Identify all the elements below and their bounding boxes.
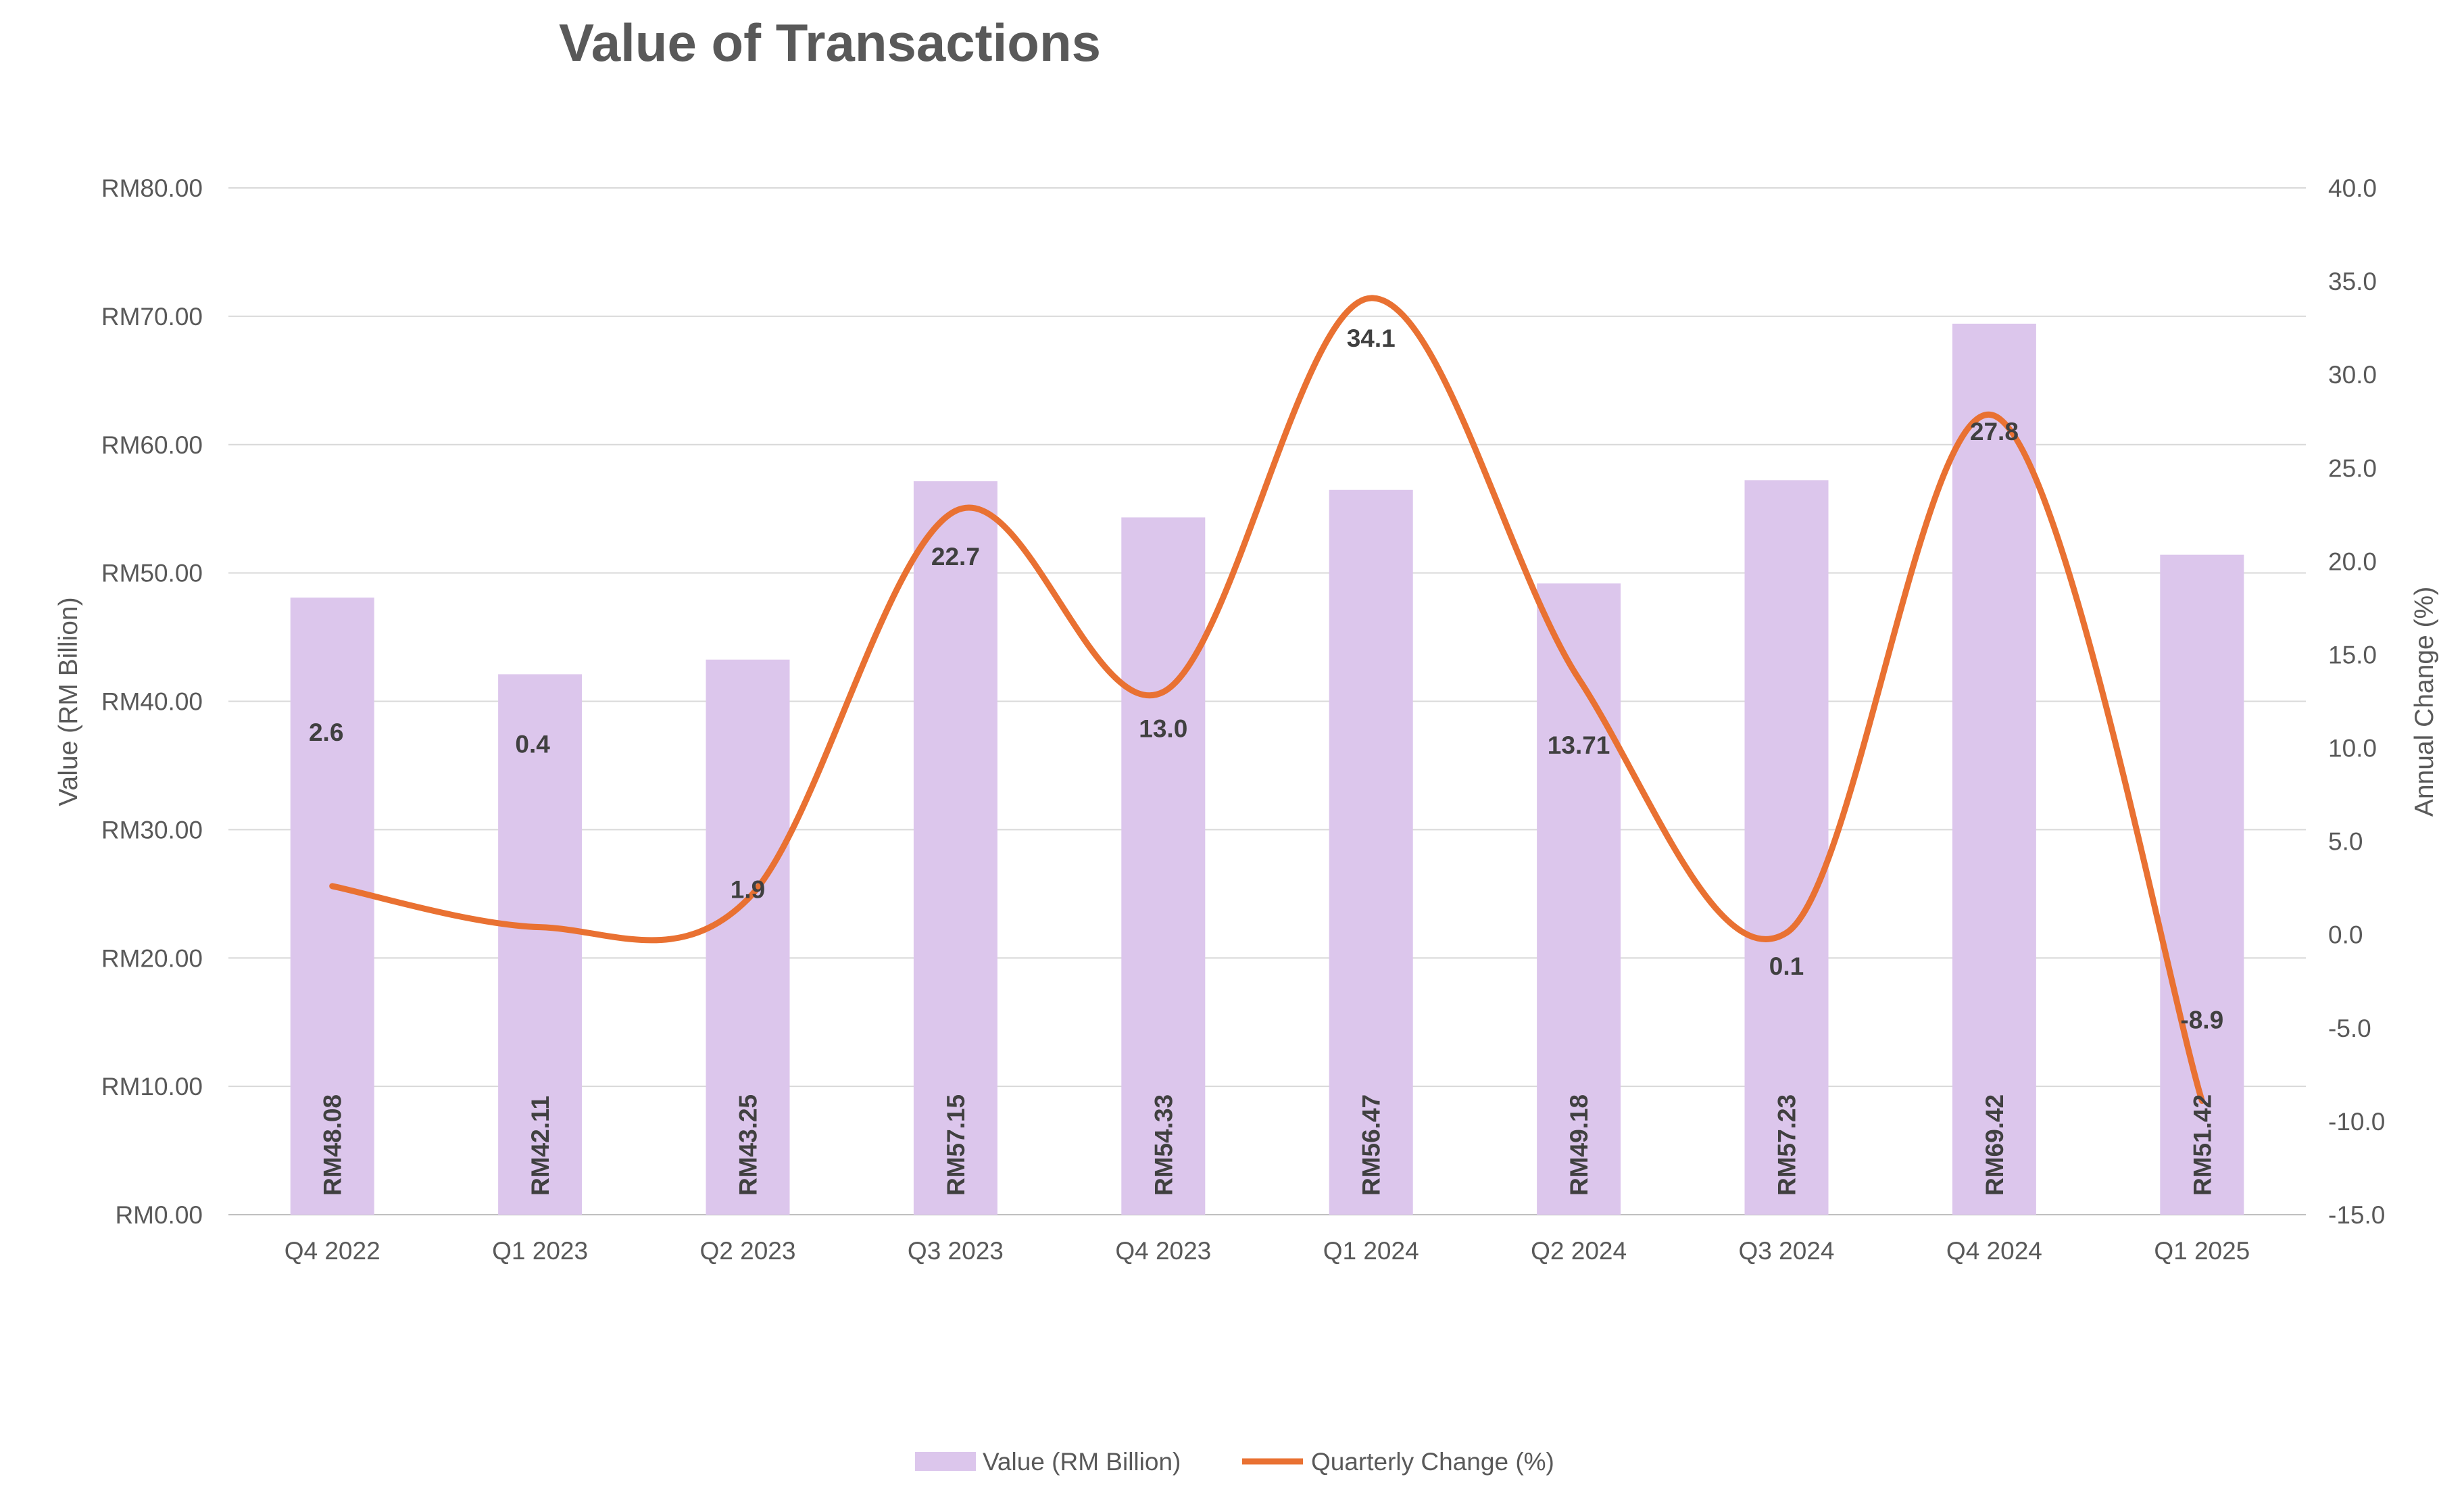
x-tick-label: Q1 2023 <box>492 1237 588 1265</box>
line-value-label: 22.7 <box>931 543 980 571</box>
y2-tick-label: -10.0 <box>2328 1108 2385 1136</box>
x-tick-label: Q2 2024 <box>1531 1237 1627 1265</box>
x-tick-label: Q3 2024 <box>1739 1237 1835 1265</box>
data-labels: RM48.08 RM42.11 RM43.25 RM57.15 RM54.33 RM56.… <box>309 324 2223 1196</box>
bar-value-label: RM56.47 <box>1358 1094 1385 1196</box>
bar-value-label: RM48.08 <box>319 1094 347 1196</box>
y2-tick-label: 25.0 <box>2328 454 2377 482</box>
y-tick-label: RM20.00 <box>101 944 203 972</box>
x-tick-label: Q2 2023 <box>700 1237 796 1265</box>
y2-tick-label: -15.0 <box>2328 1201 2385 1229</box>
bar <box>1329 489 1413 1215</box>
y-tick-label: RM30.00 <box>101 816 203 844</box>
legend-bar-swatch <box>915 1452 976 1471</box>
y-tick-label: RM70.00 <box>101 303 203 331</box>
legend-line-label: Quarterly Change (%) <box>1311 1448 1554 1476</box>
y2-axis-title: Annual Change (%) <box>2410 587 2439 817</box>
bar-value-label: RM43.25 <box>735 1094 762 1196</box>
bar-value-label: RM54.33 <box>1150 1094 1177 1196</box>
y-tick-label: RM40.00 <box>101 688 203 716</box>
line-value-label: 0.4 <box>515 731 550 758</box>
line-path <box>329 295 2205 1105</box>
line-value-label: 2.6 <box>309 719 343 746</box>
y2-tick-label: -5.0 <box>2328 1015 2371 1042</box>
y2-tick-label: 5.0 <box>2328 828 2363 856</box>
bar-value-label: RM69.42 <box>1981 1094 2009 1196</box>
x-tick-label: Q4 2024 <box>1946 1237 2042 1265</box>
bar-series <box>290 323 2244 1215</box>
bar <box>1952 323 2036 1215</box>
y-tick-label: RM0.00 <box>115 1201 203 1229</box>
x-tick-label: Q4 2022 <box>285 1237 380 1265</box>
axes: RM0.00 RM10.00 RM20.00 RM30.00 RM40.00 RM50.0… <box>54 174 2439 1265</box>
y2-tick-label: 30.0 <box>2328 361 2377 389</box>
line-value-label: 0.1 <box>1769 952 1804 980</box>
bar <box>706 659 790 1215</box>
bar-value-label: RM42.11 <box>526 1096 554 1196</box>
line-value-label: 27.8 <box>1970 418 2019 445</box>
line-series <box>329 295 2205 1105</box>
bar-value-label: RM57.23 <box>1773 1094 1801 1196</box>
line-value-label: 13.71 <box>1548 731 1610 759</box>
bar-value-label: RM49.18 <box>1565 1094 1593 1196</box>
y2-tick-label: 35.0 <box>2328 268 2377 295</box>
legend-bar-label: Value (RM Billion) <box>983 1448 1181 1476</box>
bar <box>913 481 997 1215</box>
line-value-label: 1.9 <box>731 875 765 903</box>
bar <box>1121 517 1206 1215</box>
y2-tick-label: 15.0 <box>2328 641 2377 669</box>
bar <box>2160 554 2244 1215</box>
x-tick-label: Q1 2025 <box>2154 1237 2250 1265</box>
y-tick-label: RM80.00 <box>101 174 203 202</box>
y-tick-label: RM60.00 <box>101 431 203 459</box>
bar <box>1744 480 1829 1215</box>
legend: Value (RM Billion) Quarterly Change (%) <box>915 1448 1554 1476</box>
line-value-label: 34.1 <box>1347 324 1396 352</box>
y-tick-label: RM10.00 <box>101 1073 203 1100</box>
y-axis-title: Value (RM Billion) <box>54 597 83 806</box>
bar <box>290 598 374 1215</box>
y2-tick-label: 10.0 <box>2328 735 2377 762</box>
bar <box>1537 583 1621 1215</box>
bar <box>498 674 583 1215</box>
x-tick-label: Q3 2023 <box>908 1237 1004 1265</box>
y-tick-label: RM50.00 <box>101 560 203 587</box>
y2-tick-label: 0.0 <box>2328 921 2363 949</box>
line-value-label: -8.9 <box>2180 1006 2223 1034</box>
line-value-label: 13.0 <box>1139 715 1187 743</box>
x-tick-label: Q1 2024 <box>1323 1237 1419 1265</box>
bar-value-label: RM57.15 <box>942 1094 970 1196</box>
chart-title: Value of Transactions <box>559 13 1101 72</box>
y2-tick-label: 40.0 <box>2328 174 2377 202</box>
y2-tick-label: 20.0 <box>2328 548 2377 575</box>
bar-value-label: RM51.42 <box>2188 1094 2216 1196</box>
x-tick-label: Q4 2023 <box>1115 1237 1211 1265</box>
